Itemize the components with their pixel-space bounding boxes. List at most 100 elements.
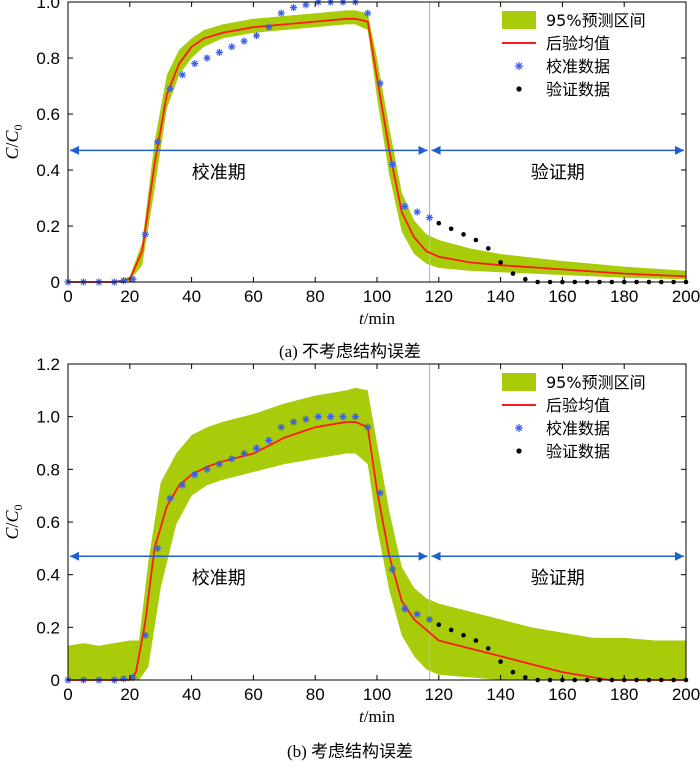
y-tick-label: 0.2	[36, 217, 60, 236]
calibration-point	[166, 494, 174, 502]
x-tick-label: 200	[672, 685, 700, 704]
x-axis: 0 20 40 60 80 100 120 140 160 180 200	[63, 364, 700, 704]
calibration-point	[277, 9, 285, 17]
calibration-point	[120, 675, 128, 683]
x-tick-label: 160	[548, 287, 576, 306]
validation-point	[498, 659, 503, 664]
calibration-point	[120, 277, 128, 285]
calibration-point	[252, 444, 261, 452]
x-tick-label: 140	[486, 685, 514, 704]
arrowhead	[70, 145, 79, 155]
calibration-period-label: 校准期	[192, 568, 246, 589]
calibration-point	[327, 413, 335, 421]
validation-point	[485, 646, 491, 651]
y-axis-label: C/C0	[2, 504, 25, 539]
calibration-point	[178, 481, 186, 489]
chart-panel-a: 校准期 验证期 0 20 40 60 80 100 120 140 160 180 200 0 0.2 0.4…	[2, 0, 700, 328]
arrowhead	[675, 145, 684, 155]
calibration-point	[166, 85, 174, 93]
validation-series	[436, 622, 689, 683]
calibration-point	[425, 214, 434, 222]
validation-period-label: 验证期	[531, 162, 585, 183]
period-arrows	[70, 145, 684, 155]
calibration-point	[339, 413, 347, 421]
validation-point	[473, 638, 479, 643]
legend-band-label: 95%预测区间	[546, 11, 646, 30]
calibration-point	[388, 160, 397, 168]
calibration-point	[215, 48, 224, 56]
x-tick-label: 40	[182, 685, 201, 704]
legend-validation-label: 验证数据	[546, 80, 610, 99]
calibration-point	[413, 610, 421, 618]
validation-point	[523, 675, 528, 680]
x-tick-label: 60	[244, 287, 263, 306]
y-tick-label: 0.4	[36, 161, 60, 180]
y-tick-label: 1.0	[36, 0, 60, 12]
calibration-point	[314, 0, 322, 6]
legend-calibration-label: 校准数据	[546, 57, 610, 76]
calibration-point	[228, 455, 236, 463]
calibration-point	[154, 544, 162, 552]
validation-point	[448, 226, 454, 232]
y-tick-label: 0.6	[36, 513, 60, 532]
calibration-series	[64, 0, 434, 286]
legend-calibration-label: 校准数据	[546, 419, 610, 438]
validation-point	[436, 622, 442, 627]
validation-point	[510, 271, 516, 276]
x-tick-label: 40	[182, 287, 201, 306]
x-tick-label: 100	[363, 287, 391, 306]
y-tick-label: 1.2	[36, 355, 60, 374]
calibration-point	[401, 605, 409, 613]
validation-point	[498, 260, 503, 265]
validation-point	[448, 627, 454, 633]
x-tick-label: 120	[425, 685, 453, 704]
arrowhead	[431, 551, 441, 561]
x-tick-label: 80	[306, 287, 325, 306]
calibration-point	[265, 23, 273, 31]
chart-panel-b: 校准期 验证期 0 20 40 60 80 100 120 140 160 180 200 0 0.2 0.4…	[2, 355, 700, 726]
calibration-point	[203, 465, 211, 473]
x-axis-label: t/min	[359, 707, 395, 726]
calibration-point	[314, 413, 322, 421]
y-tick-label: 0	[51, 273, 60, 292]
x-tick-label: 180	[610, 287, 638, 306]
calibration-point	[388, 565, 397, 573]
x-axis: 0 20 40 60 80 100 120 140 160 180 200	[63, 2, 700, 306]
validation-point	[523, 276, 528, 282]
calibration-period-label: 校准期	[192, 162, 246, 183]
prediction-band	[68, 10, 686, 283]
calibration-point	[203, 54, 211, 62]
legend-band-swatch	[502, 11, 536, 29]
calibration-point	[413, 208, 421, 216]
arrowhead	[675, 551, 684, 561]
calibration-point	[327, 0, 335, 6]
x-tick-label: 200	[672, 287, 700, 306]
calibration-point	[364, 423, 372, 431]
y-tick-label: 0.2	[36, 618, 60, 637]
legend-mean-label: 后验均值	[546, 34, 610, 53]
caption-a: (a) 不考虑结构误差	[278, 342, 422, 361]
calibration-point	[351, 0, 359, 6]
svg-text:C/C0: C/C0	[2, 124, 25, 159]
legend-validation-swatch	[516, 86, 522, 92]
calibration-point	[252, 32, 261, 40]
x-tick-label: 20	[120, 685, 139, 704]
legend-validation-label: 验证数据	[546, 442, 610, 461]
x-tick-label: 0	[63, 685, 72, 704]
calibration-point	[339, 0, 347, 6]
x-tick-label: 20	[120, 287, 139, 306]
validation-point	[485, 246, 491, 251]
legend-calibration-swatch	[515, 62, 523, 70]
y-tick-label: 0	[51, 671, 60, 690]
validation-point	[436, 220, 442, 226]
calibration-point	[289, 4, 298, 12]
validation-point	[510, 669, 516, 675]
calibration-point	[178, 71, 186, 79]
calibration-series	[64, 413, 434, 684]
y-tick-label: 1.0	[36, 408, 60, 427]
calibration-point	[240, 37, 248, 45]
y-tick-label: 0.4	[36, 566, 60, 585]
x-tick-label: 80	[306, 685, 325, 704]
